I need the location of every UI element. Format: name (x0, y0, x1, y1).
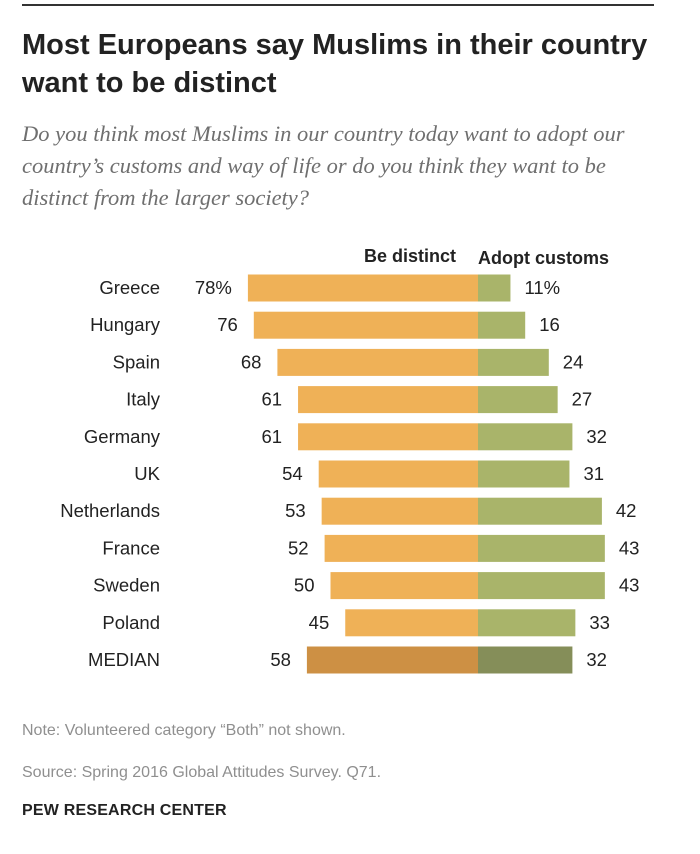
value-label-be-distinct: 53 (285, 500, 306, 521)
bar-be-distinct (298, 386, 478, 414)
bar-be-distinct (330, 572, 478, 600)
legend-be-distinct: Be distinct (364, 246, 456, 266)
bar-be-distinct (298, 423, 478, 451)
bar-be-distinct (345, 609, 478, 637)
value-label-adopt-customs: 27 (572, 389, 593, 410)
bar-adopt-customs (478, 460, 570, 488)
bar-adopt-customs (478, 534, 605, 562)
note-text: Note: Volunteered category “Both” not sh… (22, 722, 346, 739)
source-text: Source: Spring 2016 Global Attitudes Sur… (22, 764, 382, 781)
bar-adopt-customs (478, 423, 573, 451)
category-label: Greece (99, 277, 160, 298)
value-label-be-distinct: 61 (261, 389, 282, 410)
category-label: MEDIAN (88, 649, 160, 670)
value-label-adopt-customs: 32 (586, 649, 607, 670)
category-label: Sweden (93, 575, 160, 596)
category-label: Netherlands (60, 500, 160, 521)
category-label: Poland (102, 612, 160, 633)
value-label-adopt-customs: 33 (589, 612, 610, 633)
bar-be-distinct (306, 646, 478, 674)
value-label-adopt-customs: 43 (619, 537, 640, 558)
bar-adopt-customs (478, 572, 605, 600)
category-label: UK (134, 463, 160, 484)
value-label-adopt-customs: 16 (539, 314, 560, 335)
value-label-be-distinct: 78% (195, 277, 232, 298)
top-rule (22, 4, 654, 6)
value-label-be-distinct: 58 (270, 649, 291, 670)
value-label-adopt-customs: 11% (524, 277, 560, 298)
diverging-bar-chart: Be distinct Adopt customs Greece 78% 11% Hung… (60, 246, 640, 674)
value-label-adopt-customs: 24 (563, 351, 584, 372)
bar-adopt-customs (478, 274, 511, 302)
value-label-be-distinct: 50 (294, 575, 315, 596)
value-label-be-distinct: 54 (282, 463, 303, 484)
bar-adopt-customs (478, 646, 573, 674)
value-label-be-distinct: 68 (241, 351, 262, 372)
value-label-be-distinct: 52 (288, 537, 309, 558)
bar-be-distinct (324, 534, 478, 562)
bar-be-distinct (247, 274, 478, 302)
bar-adopt-customs (478, 311, 526, 339)
value-label-be-distinct: 61 (261, 426, 282, 447)
chart-title: Most Europeans say Muslims in their coun… (22, 29, 648, 99)
bar-adopt-customs (478, 497, 602, 525)
bar-be-distinct (277, 348, 478, 376)
value-label-adopt-customs: 42 (616, 500, 637, 521)
category-label: Spain (113, 351, 160, 372)
legend-adopt-customs: Adopt customs (478, 248, 609, 268)
chart-subtitle: Do you think most Muslims in our country… (22, 121, 625, 210)
category-label: Italy (126, 389, 161, 410)
bar-adopt-customs (478, 348, 549, 376)
bar-be-distinct (253, 311, 478, 339)
bar-be-distinct (318, 460, 478, 488)
brand-name: PEW RESEARCH CENTER (22, 802, 227, 819)
category-label: Germany (84, 426, 161, 447)
value-label-be-distinct: 45 (309, 612, 330, 633)
category-label: Hungary (90, 314, 161, 335)
value-label-adopt-customs: 31 (583, 463, 604, 484)
bar-adopt-customs (478, 609, 576, 637)
value-label-adopt-customs: 32 (586, 426, 607, 447)
value-label-be-distinct: 76 (217, 314, 238, 335)
value-label-adopt-customs: 43 (619, 575, 640, 596)
category-label: France (102, 537, 160, 558)
bar-adopt-customs (478, 386, 558, 414)
bar-be-distinct (321, 497, 478, 525)
